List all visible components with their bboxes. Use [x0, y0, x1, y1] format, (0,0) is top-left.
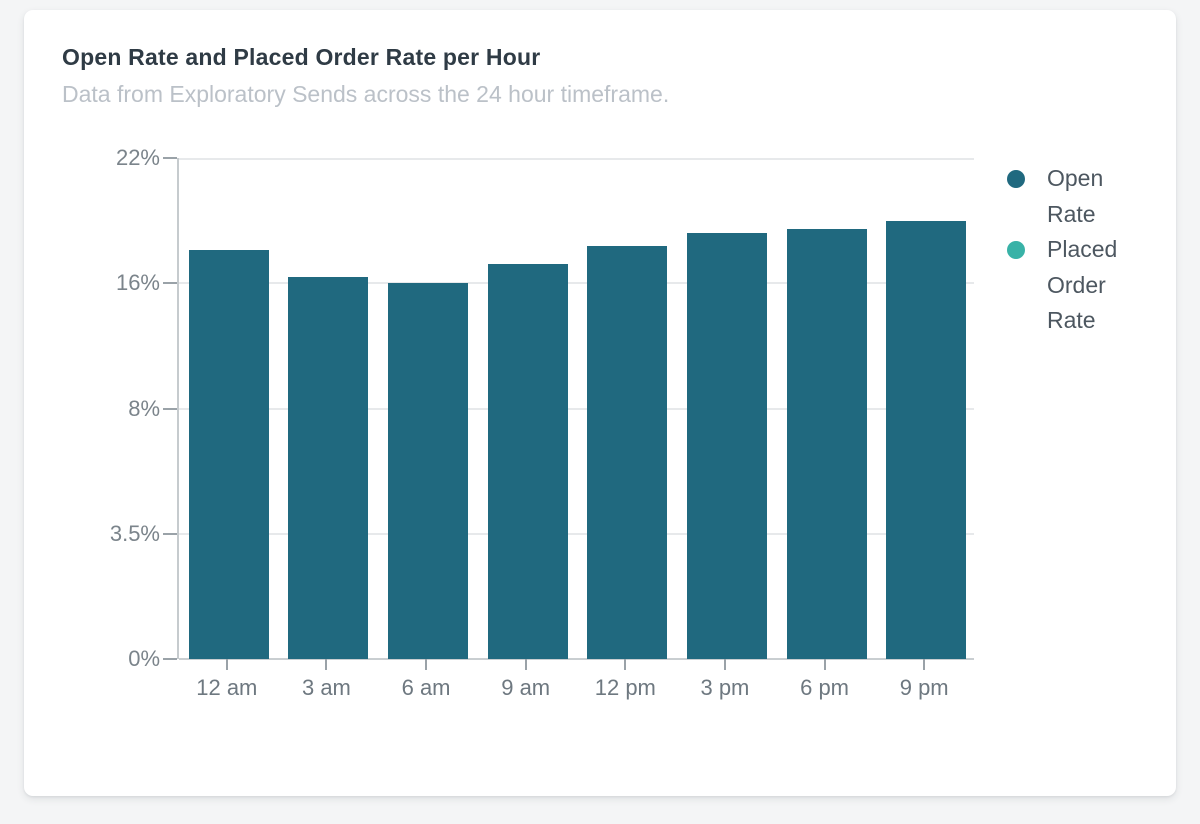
gridline [179, 532, 974, 535]
x-axis-label: 6 pm [800, 675, 850, 700]
legend-label: Open Rate [1047, 165, 1104, 227]
bar-12pm[interactable] [587, 245, 668, 659]
bar-3pm[interactable] [686, 233, 767, 659]
y-axis-label: 22% [115, 145, 160, 170]
x-axis-label: 9 pm [899, 675, 949, 700]
x-axis-tick [823, 659, 826, 670]
x-axis-label: 9 am [501, 675, 551, 700]
legend-item-open-rate[interactable]: Open Rate [1007, 161, 1177, 232]
chart-card: Open Rate and Placed Order Rate per Hour… [24, 10, 1176, 796]
gridline [179, 158, 974, 160]
x-axis-baseline [179, 658, 974, 660]
legend-label: Placed Order Rate [1047, 236, 1118, 333]
y-axis-label: 8% [128, 395, 160, 421]
y-axis-label: 16% [115, 270, 160, 296]
x-axis-tick [225, 659, 228, 670]
y-axis-label: 3.5% [109, 520, 160, 546]
y-axis-tick [163, 532, 177, 535]
x-axis-label: 3 am [301, 675, 351, 700]
y-axis-tick [163, 407, 177, 410]
x-axis-tick [624, 659, 627, 670]
bar-6am[interactable] [388, 283, 469, 659]
legend-dot-icon [1007, 241, 1025, 259]
y-axis-tick [163, 157, 177, 159]
bar-9am[interactable] [487, 264, 568, 659]
legend-item-placed-order-rate[interactable]: Placed Order Rate [1007, 232, 1177, 339]
chart-title: Open Rate and Placed Order Rate per Hour [62, 44, 541, 70]
bar-chart: 0% 3.5% 8% 16% 22% 12 am 3 am 6 am 9 am 12 pm 3 p… [24, 10, 1176, 796]
x-axis-tick [723, 659, 726, 670]
x-axis-label: 3 pm [700, 675, 750, 700]
x-axis-tick [325, 659, 328, 670]
x-axis-label: 12 pm [594, 675, 656, 700]
y-axis-tick [163, 658, 177, 660]
chart-legend: Open Rate Placed Order Rate [1007, 161, 1177, 339]
x-axis-tick [524, 659, 527, 670]
gridline [179, 282, 974, 285]
x-axis-tick [923, 659, 926, 670]
legend-dot-icon [1007, 170, 1025, 188]
y-axis-label: 0% [128, 646, 160, 671]
bar-12am[interactable] [188, 249, 269, 659]
bar-6pm[interactable] [786, 228, 867, 659]
x-axis-tick [425, 659, 428, 670]
bar-3am[interactable] [288, 277, 369, 659]
y-axis-tick [163, 282, 177, 285]
x-axis-label: 6 am [401, 675, 451, 700]
plot-area [177, 158, 974, 660]
gridline [179, 407, 974, 410]
bar-9pm[interactable] [886, 220, 967, 659]
x-axis-label: 12 am [196, 675, 258, 700]
chart-subtitle: Data from Exploratory Sends across the 2… [62, 81, 670, 107]
